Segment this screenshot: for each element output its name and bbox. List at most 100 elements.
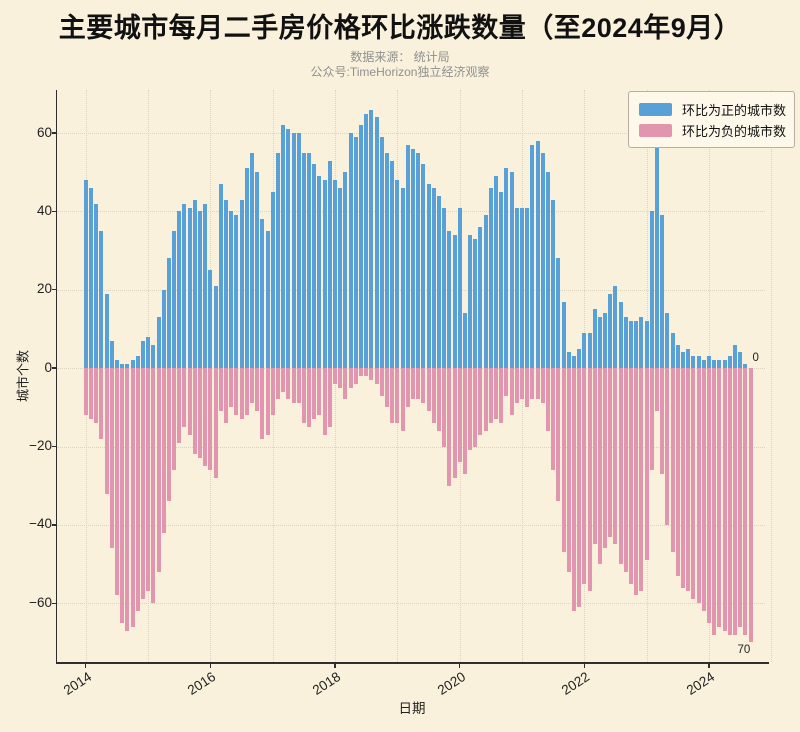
bar-value-annotation: 70 xyxy=(737,644,751,657)
y-gridline xyxy=(57,524,765,526)
y-gridline xyxy=(57,603,765,605)
y-tick-mark xyxy=(51,602,56,604)
bar-negative xyxy=(405,368,410,408)
bar-negative xyxy=(198,368,203,459)
bar-positive xyxy=(655,144,660,369)
bar-negative xyxy=(172,368,177,471)
bar-positive xyxy=(649,211,654,369)
bar-positive xyxy=(146,336,151,369)
bar-positive xyxy=(499,191,504,369)
bar-negative xyxy=(213,368,218,478)
bar-negative xyxy=(743,368,748,635)
bar-negative xyxy=(530,368,535,400)
bar-positive xyxy=(587,332,592,369)
bar-positive xyxy=(291,133,296,369)
bar-negative xyxy=(577,368,582,608)
bar-negative xyxy=(390,368,395,423)
bar-positive xyxy=(172,231,177,369)
bar-negative xyxy=(712,368,717,635)
bar-positive xyxy=(462,313,467,369)
bar-negative xyxy=(623,368,628,572)
bar-positive xyxy=(566,352,571,369)
bar-negative xyxy=(291,368,296,404)
bar-positive xyxy=(224,199,228,369)
bar-negative xyxy=(265,368,270,435)
bar-positive xyxy=(551,199,556,369)
bar-positive xyxy=(623,317,628,369)
bar-positive xyxy=(140,340,145,369)
bar-negative xyxy=(156,368,161,572)
bar-positive xyxy=(333,180,338,369)
bar-positive xyxy=(447,231,452,369)
bar-negative xyxy=(88,368,93,420)
bar-negative xyxy=(374,368,379,384)
bar-negative xyxy=(727,368,732,635)
bar-positive xyxy=(182,203,187,369)
bar-negative xyxy=(655,368,660,412)
bar-positive xyxy=(208,270,213,369)
bar-positive xyxy=(577,348,582,369)
bar-negative xyxy=(457,368,462,463)
bar-positive xyxy=(99,231,104,369)
bar-negative xyxy=(738,368,743,627)
bar-negative xyxy=(535,368,540,400)
bar-positive xyxy=(732,344,737,369)
bar-positive xyxy=(712,360,717,369)
bar-positive xyxy=(431,187,436,369)
bar-negative xyxy=(499,368,504,423)
bar-positive xyxy=(571,356,576,369)
bar-positive xyxy=(369,109,374,369)
bar-negative xyxy=(192,368,197,455)
y-tick-mark xyxy=(51,524,56,526)
chart-title: 主要城市每月二手房价格环比涨跌数量（至2024年9月） xyxy=(58,13,742,43)
bar-positive xyxy=(561,301,566,369)
bar-negative xyxy=(680,368,685,588)
bar-positive xyxy=(88,187,93,369)
x-tick-label-text: 2014 xyxy=(60,669,94,698)
bar-negative xyxy=(94,368,99,423)
bar-positive xyxy=(405,144,410,369)
y-tick-label: 60 xyxy=(36,124,52,140)
bar-positive xyxy=(514,207,519,369)
bar-positive xyxy=(706,356,711,369)
y-tick-mark xyxy=(51,445,56,448)
bar-positive xyxy=(535,140,540,369)
bar-positive xyxy=(717,360,722,369)
bar-positive xyxy=(483,215,488,369)
bar-negative xyxy=(701,368,706,612)
bar-negative xyxy=(177,368,182,443)
bar-negative xyxy=(249,368,254,404)
bar-positive xyxy=(644,321,649,369)
bar-positive xyxy=(317,176,322,369)
bar-positive xyxy=(151,344,156,369)
bar-negative xyxy=(670,368,675,553)
bar-positive xyxy=(618,301,623,369)
bar-negative xyxy=(120,368,125,623)
bar-positive xyxy=(255,172,260,369)
bar-positive xyxy=(120,364,125,369)
bar-positive xyxy=(530,144,535,369)
bar-negative xyxy=(421,368,426,404)
bar-positive xyxy=(416,152,421,369)
bar-positive xyxy=(353,137,358,369)
bar-negative xyxy=(587,368,592,592)
bar-negative xyxy=(312,368,317,420)
bar-negative xyxy=(571,368,576,612)
bar-negative xyxy=(151,368,156,604)
legend-entry: 环比为正的城市数 xyxy=(639,99,786,120)
bar-positive xyxy=(94,203,99,369)
bar-positive xyxy=(234,215,239,369)
bar-positive xyxy=(374,117,379,369)
bar-positive xyxy=(421,164,426,369)
bar-positive xyxy=(738,352,743,369)
bar-negative xyxy=(208,368,213,471)
bar-negative xyxy=(447,368,452,486)
bar-negative xyxy=(613,368,618,545)
bar-positive xyxy=(125,364,130,369)
bar-negative xyxy=(442,368,447,447)
bar-negative xyxy=(691,368,696,600)
bar-positive xyxy=(670,332,675,369)
bar-negative xyxy=(494,368,499,420)
bar-positive xyxy=(286,129,291,369)
bar-negative xyxy=(286,368,291,400)
